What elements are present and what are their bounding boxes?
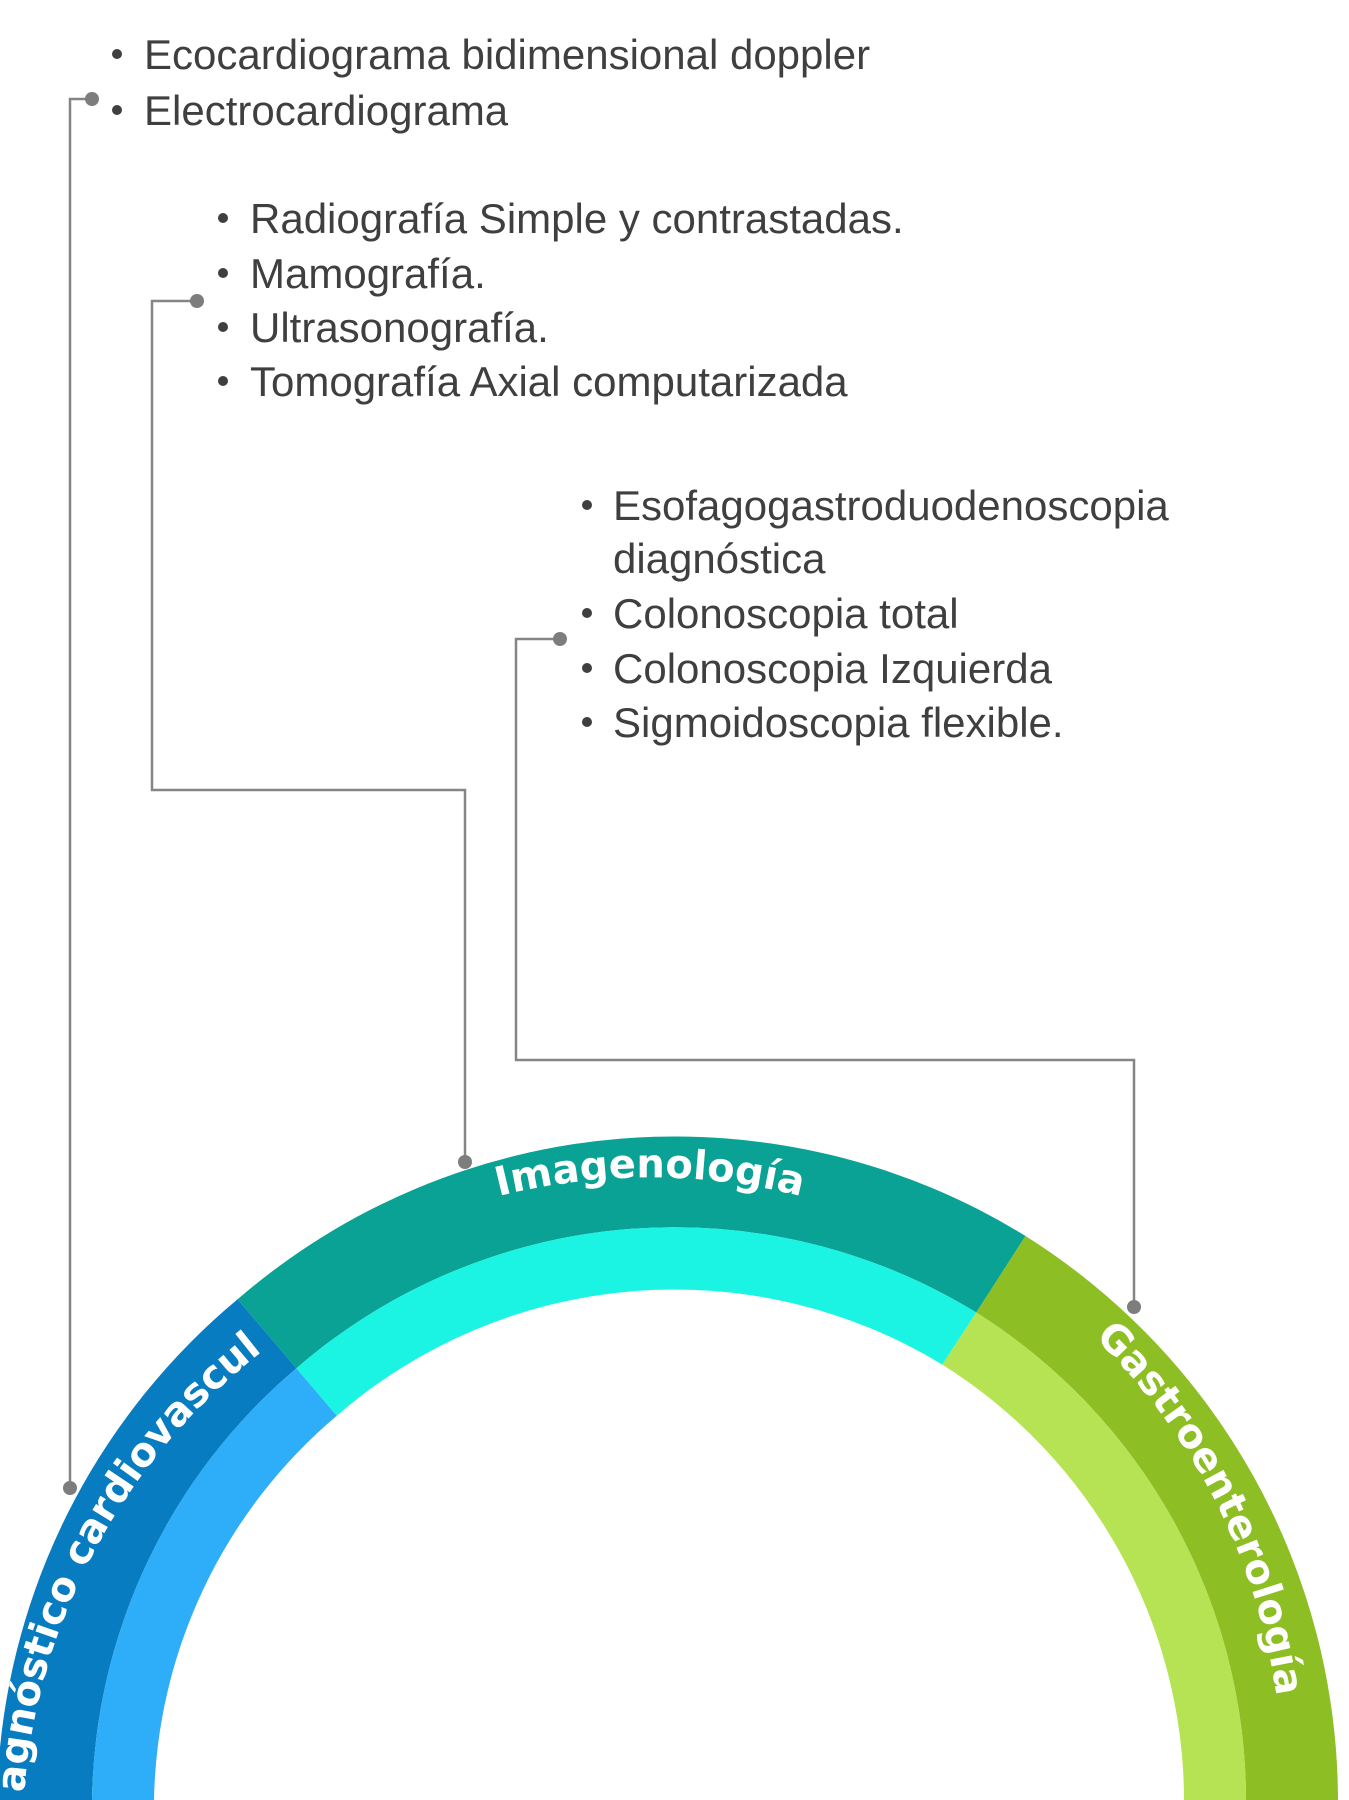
connector-end-dot	[1127, 1300, 1141, 1314]
connector-end-dot	[63, 1481, 77, 1495]
list-item: Colonoscopia total	[582, 590, 959, 637]
list-item-text: Esofagogastroduodenoscopia	[613, 482, 1169, 529]
bullet-icon	[112, 49, 122, 59]
bullet-icon	[582, 500, 592, 510]
list-item: Ecocardiograma bidimensional doppler	[112, 31, 870, 78]
bullet-icon	[218, 268, 228, 278]
list-imagenologia: Radiografía Simple y contrastadas. Mamog…	[218, 195, 904, 405]
list-item: Electrocardiograma	[112, 87, 509, 134]
list-item: Ultrasonografía.	[218, 304, 549, 351]
bullet-icon	[582, 717, 592, 727]
bullet-icon	[112, 105, 122, 115]
connector-start-dot	[85, 92, 99, 106]
connector-end-dot	[458, 1155, 472, 1169]
list-item-text: Tomografía Axial computarizada	[250, 358, 848, 405]
list-item: Tomografía Axial computarizada	[218, 358, 848, 405]
list-item: Esofagogastroduodenoscopia diagnóstica	[582, 482, 1169, 582]
arc-inner-band	[92, 1368, 337, 1800]
list-item: Sigmoidoscopia flexible.	[582, 699, 1064, 746]
arc-outer-band	[976, 1236, 1338, 1800]
arc-segment-cardiovascular	[0, 1299, 337, 1800]
arc-outer-band	[237, 1136, 1026, 1369]
bullet-icon	[218, 322, 228, 332]
bullet-icon	[218, 376, 228, 386]
bullet-icon	[218, 213, 228, 223]
list-item-text: Radiografía Simple y contrastadas.	[250, 195, 904, 242]
list-item-text: Mamografía.	[250, 250, 486, 297]
arc-inner-band	[942, 1312, 1246, 1800]
connector-start-dot	[553, 632, 567, 646]
connector-start-dot	[190, 294, 204, 308]
list-gastroenterologia: Esofagogastroduodenoscopia diagnóstica C…	[582, 482, 1169, 746]
list-item-text: Colonoscopia Izquierda	[613, 645, 1053, 692]
bullet-icon	[582, 663, 592, 673]
bullet-icon	[582, 608, 592, 618]
list-item-text: Colonoscopia total	[613, 590, 959, 637]
arc-inner-band	[296, 1227, 977, 1416]
list-cardiovascular: Ecocardiograma bidimensional doppler Ele…	[112, 31, 870, 134]
connector-imagenologia	[150, 294, 472, 1169]
connector-cardiovascular	[63, 92, 99, 1495]
list-item-text: Sigmoidoscopia flexible.	[613, 699, 1064, 746]
connector-gastroenterologia	[514, 632, 1141, 1314]
list-item-text-continued: diagnóstica	[613, 535, 826, 582]
list-item-text: Ecocardiograma bidimensional doppler	[144, 31, 870, 78]
list-item: Radiografía Simple y contrastadas.	[218, 195, 904, 242]
arc-segment-gastroenterologia	[942, 1236, 1338, 1800]
arc-segment-imagenologia	[237, 1136, 1026, 1416]
list-item: Mamografía.	[218, 250, 486, 297]
arc-outer-band	[0, 1299, 297, 1800]
list-item-text: Ultrasonografía.	[250, 304, 549, 351]
list-item-text: Electrocardiograma	[144, 87, 509, 134]
list-item: Colonoscopia Izquierda	[582, 645, 1053, 692]
